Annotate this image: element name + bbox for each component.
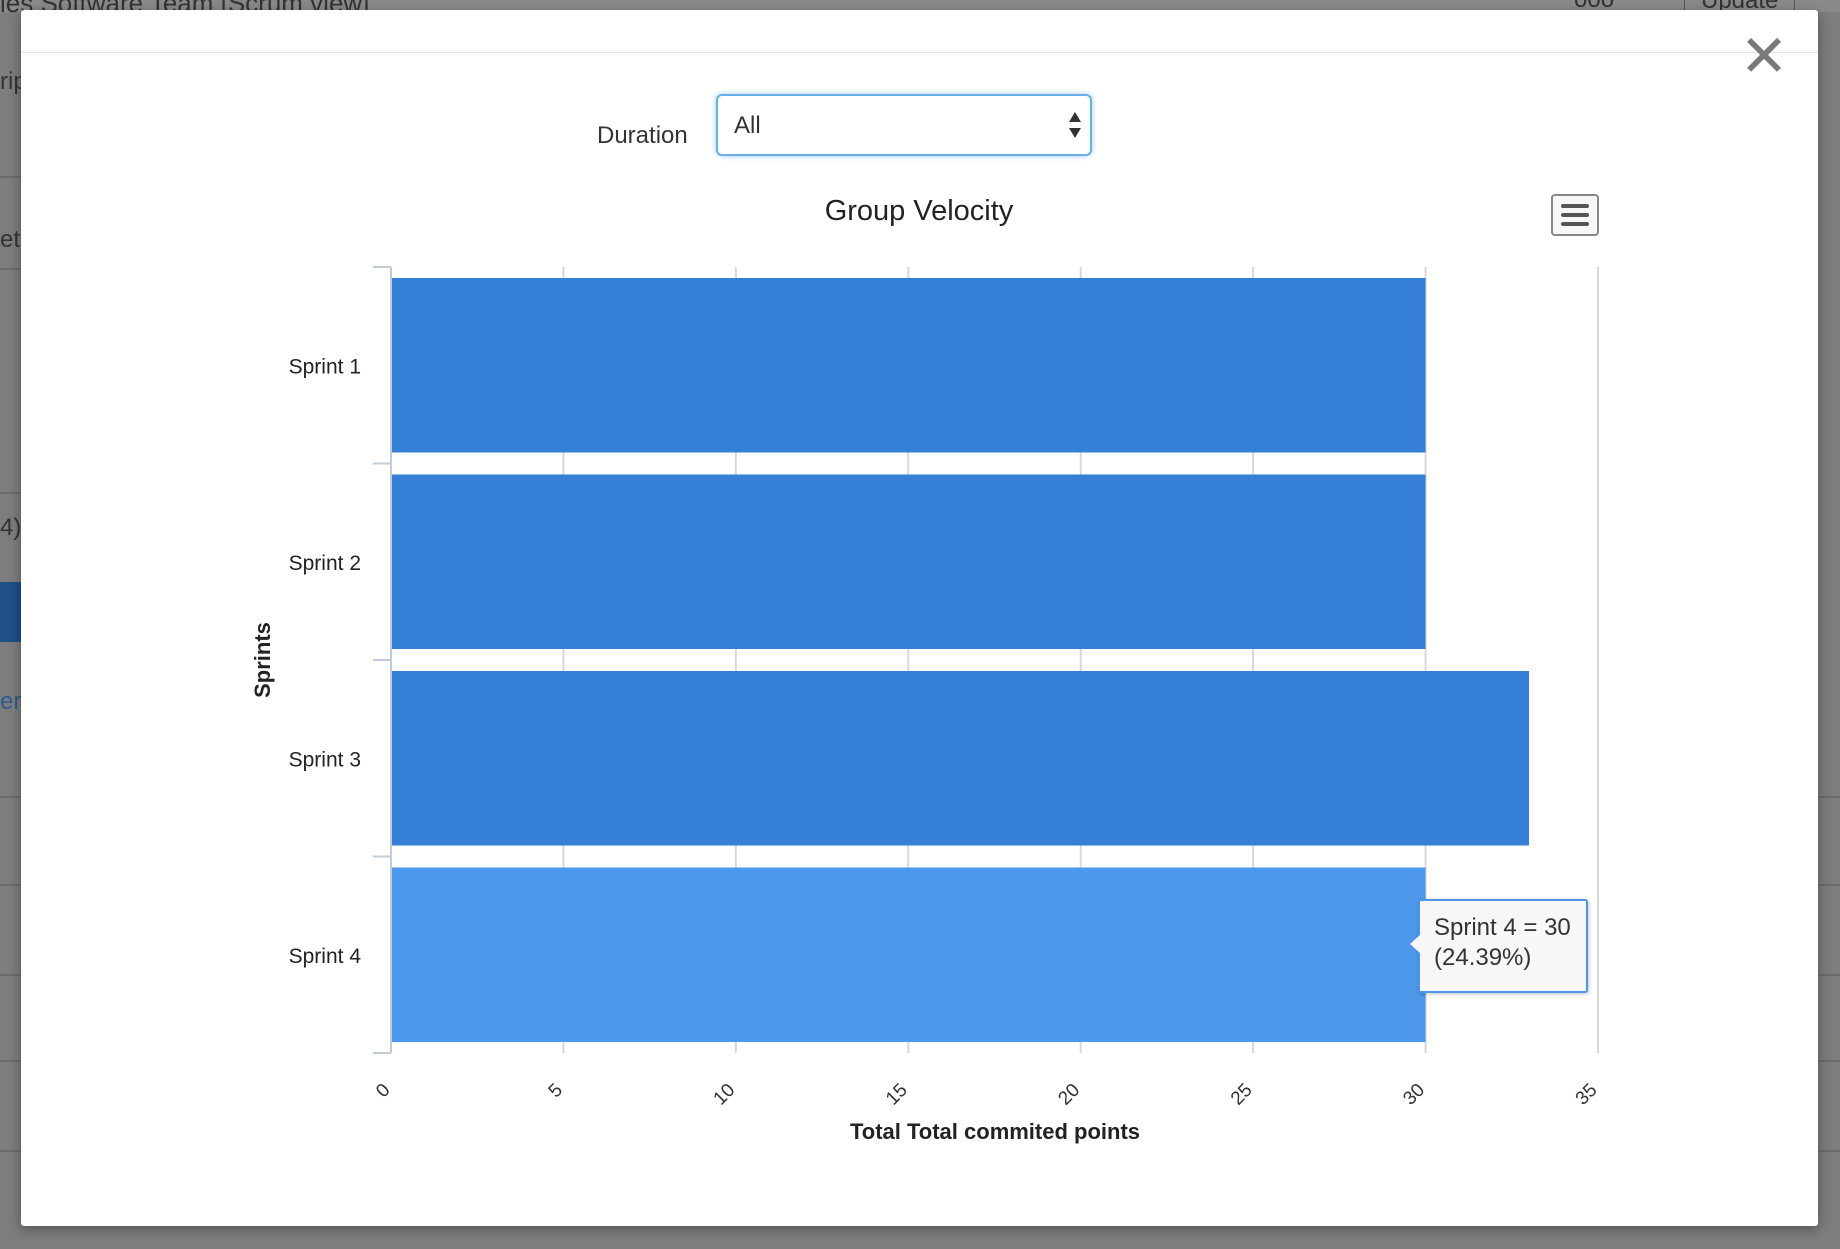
background-divider (0, 1150, 21, 1152)
x-tick-label: 25 (1227, 1080, 1257, 1110)
background-divider (0, 492, 21, 494)
background-divider (0, 974, 21, 976)
y-axis-title: Sprints (250, 622, 275, 698)
background-text-fragment: ete (0, 226, 21, 253)
chart-title: Group Velocity (825, 195, 1014, 227)
x-tick-label: 5 (545, 1080, 567, 1102)
hamburger-menu-icon (1561, 204, 1589, 208)
background-divider (1818, 796, 1840, 798)
x-tick-label: 0 (372, 1080, 394, 1102)
background-divider (0, 1060, 21, 1062)
background-toolbar-text: ooo (1574, 0, 1614, 14)
chart-tooltip: Sprint 4 = 30 (24.39%) (1418, 899, 1588, 993)
x-tick-label: 20 (1054, 1080, 1084, 1110)
background-divider (1818, 1150, 1840, 1152)
bar-sprint-4 (391, 867, 1426, 1042)
x-tick-label: 35 (1572, 1080, 1602, 1110)
x-axis-title: Total Total commited points (850, 1119, 1140, 1144)
tooltip-line-1: Sprint 4 = 30 (1434, 914, 1571, 941)
background-text-fragment: rip (0, 68, 21, 95)
bar-sprint-1 (391, 278, 1426, 453)
x-tick-label: 15 (882, 1080, 912, 1110)
category-label: Sprint 2 (289, 552, 361, 575)
bar-sprint-3 (391, 671, 1530, 846)
background-divider (0, 176, 21, 178)
duration-label: Duration (597, 122, 688, 149)
category-label: Sprint 1 (289, 355, 361, 378)
tooltip-pointer-fill (1410, 935, 1420, 953)
tooltip-line-2: (24.39%) (1434, 944, 1532, 971)
background-link-fragment: er (0, 688, 21, 715)
x-tick-label: 30 (1399, 1080, 1429, 1110)
background-divider (1818, 884, 1840, 886)
duration-select[interactable]: All (716, 94, 1092, 156)
x-tick-label: 10 (710, 1080, 740, 1110)
background-text-fragment: 4) (0, 514, 21, 541)
background-divider (0, 884, 21, 886)
background-top-bar (0, 0, 1840, 12)
select-arrows-icon (1069, 112, 1081, 138)
category-label: Sprint 3 (289, 748, 361, 771)
chart-menu-button[interactable] (1551, 194, 1599, 236)
background-blue-button (0, 582, 21, 642)
category-label: Sprint 4 (289, 945, 362, 968)
background-divider (1818, 974, 1840, 976)
modal-header-divider (21, 52, 1818, 53)
background-divider (0, 796, 21, 798)
hamburger-menu-icon (1561, 222, 1589, 226)
background-divider (1818, 1060, 1840, 1062)
background-divider (0, 268, 21, 270)
bar-sprint-2 (391, 474, 1426, 649)
duration-selected-value: All (734, 112, 761, 139)
close-icon[interactable]: ✕ (1739, 24, 1789, 89)
hamburger-menu-icon (1561, 213, 1589, 217)
